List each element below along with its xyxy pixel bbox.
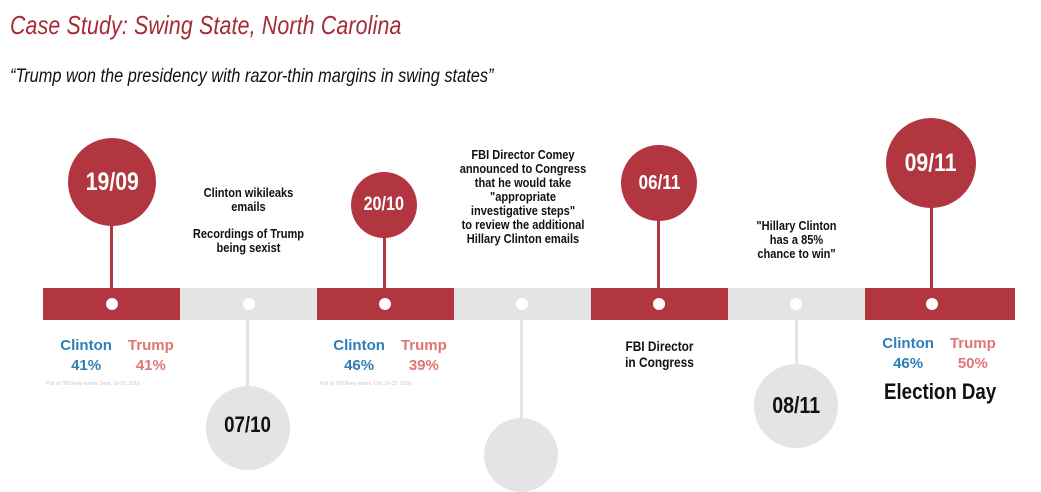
event-marker-gray xyxy=(484,418,558,492)
event-note-fbi-congress: FBI Director in Congress xyxy=(625,338,694,370)
timeline-segment-4 xyxy=(454,288,591,320)
poll-source-1: Poll of 782 likely voters. Sept. 16-19, … xyxy=(46,381,140,387)
timeline-dot xyxy=(379,298,391,310)
date-marker-20-10: 20/10 xyxy=(351,172,417,238)
event-stem xyxy=(520,320,523,420)
trump-value: 39% xyxy=(408,357,439,374)
clinton-value: 46% xyxy=(893,355,924,372)
event-note-comey: FBI Director Comey announced to Congress… xyxy=(459,147,587,246)
date-marker-07-10: 07/10 xyxy=(206,386,290,470)
clinton-value: 41% xyxy=(71,357,102,374)
timeline-segment-7 xyxy=(865,288,1015,320)
event-stem xyxy=(246,320,249,400)
event-note-85-percent: "Hillary Clinton has a 85% chance to win… xyxy=(756,218,837,261)
timeline-segment-3 xyxy=(317,288,454,320)
page-title: Case Study: Swing State, North Carolina xyxy=(10,10,402,40)
clinton-label: Clinton xyxy=(882,335,934,352)
date-marker-19-09: 19/09 xyxy=(68,138,156,226)
trump-label: Trump xyxy=(949,335,996,352)
timeline-segment-6 xyxy=(728,288,865,320)
date-marker-08-11: 08/11 xyxy=(754,364,838,448)
poll-source-2: Poll of 792 likely voters. Oct. 20-23, 2… xyxy=(320,381,412,387)
timeline-dot xyxy=(653,298,665,310)
timeline-segment-1 xyxy=(43,288,180,320)
event-stem xyxy=(383,225,386,290)
trump-value: 50% xyxy=(957,355,988,372)
timeline-segment-5 xyxy=(591,288,728,320)
election-day-label: Election Day xyxy=(884,379,997,404)
poll-result-2: Clinton 46% Trump 39% xyxy=(315,336,465,376)
clinton-label: Clinton xyxy=(333,337,385,354)
event-stem xyxy=(657,220,660,290)
trump-value: 41% xyxy=(135,357,166,374)
clinton-label: Clinton xyxy=(60,337,112,354)
timeline-dot xyxy=(243,298,255,310)
timeline-segment-2 xyxy=(180,288,317,320)
event-stem xyxy=(795,320,798,370)
poll-result-1: Clinton 41% Trump 41% xyxy=(42,336,192,376)
event-stem xyxy=(930,205,933,290)
date-marker-06-11: 06/11 xyxy=(621,145,697,221)
timeline-dot xyxy=(926,298,938,310)
timeline-dot xyxy=(516,298,528,310)
poll-result-3: Clinton 46% Trump 50% xyxy=(864,334,1014,374)
timeline-dot xyxy=(790,298,802,310)
clinton-value: 46% xyxy=(344,357,375,374)
date-marker-09-11: 09/11 xyxy=(886,118,976,208)
event-stem xyxy=(110,200,113,290)
subtitle-quote: “Trump won the presidency with razor-thi… xyxy=(10,66,494,87)
trump-label: Trump xyxy=(127,337,174,354)
trump-label: Trump xyxy=(400,337,447,354)
event-note-wikileaks: Clinton wikileaks emails Recordings of T… xyxy=(192,185,305,255)
timeline-dot xyxy=(106,298,118,310)
